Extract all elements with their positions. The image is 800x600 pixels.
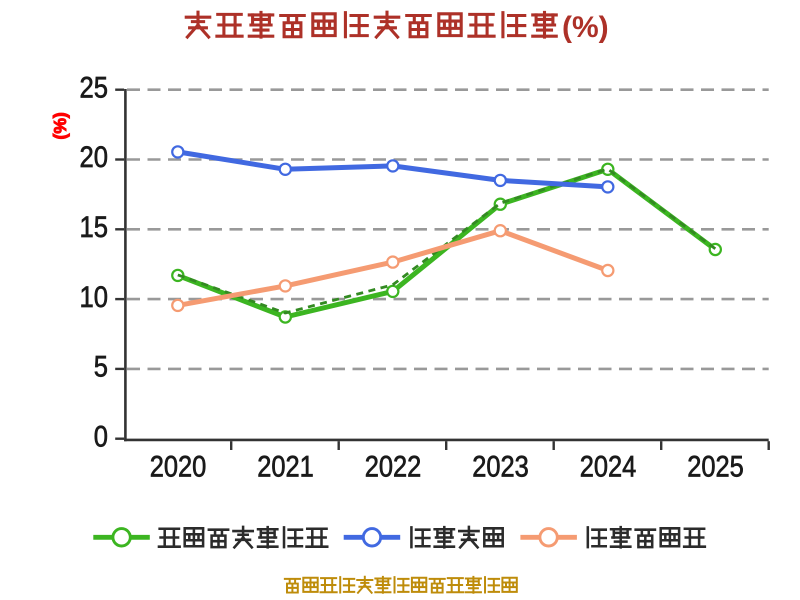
svg-text:5: 5 bbox=[94, 351, 108, 384]
svg-text:10: 10 bbox=[80, 281, 109, 314]
svg-text:2023: 2023 bbox=[472, 451, 529, 484]
svg-text:2024: 2024 bbox=[580, 451, 637, 484]
svg-text:25: 25 bbox=[80, 71, 109, 104]
svg-text:2022: 2022 bbox=[365, 451, 422, 484]
svg-text:(%): (%) bbox=[562, 11, 609, 44]
svg-text:(%): (%) bbox=[50, 112, 70, 139]
svg-text:2025: 2025 bbox=[687, 451, 744, 484]
svg-text:2021: 2021 bbox=[257, 451, 314, 484]
svg-text:2020: 2020 bbox=[150, 451, 207, 484]
svg-text:20: 20 bbox=[80, 141, 109, 174]
svg-text:15: 15 bbox=[80, 211, 109, 244]
svg-text:0: 0 bbox=[94, 420, 108, 453]
